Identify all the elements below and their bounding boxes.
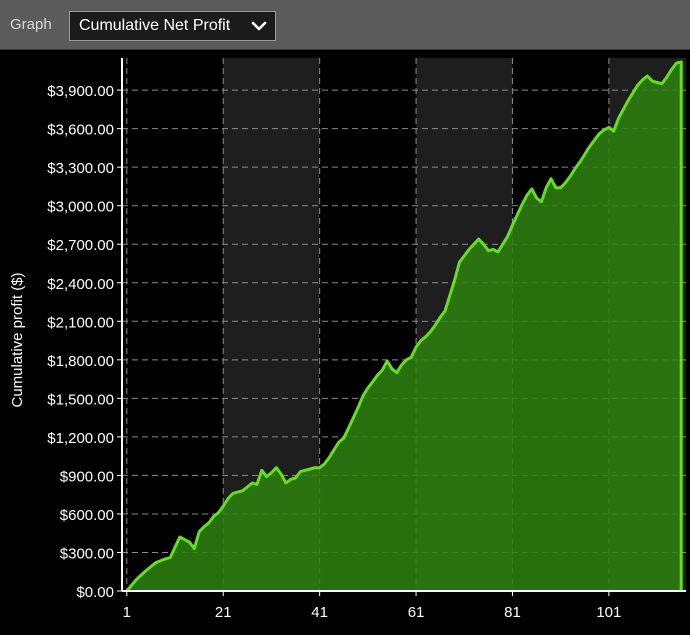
chart-area: 1 21 41 61 81 101 $0.00 $300.00 $600.00 $900.00 $… — [0, 50, 690, 630]
cumulative-profit-chart: 1 21 41 61 81 101 $0.00$300.00$600.00$900.00$… — [9, 58, 686, 621]
graph-type-selected-value: Cumulative Net Profit — [79, 17, 231, 34]
y-tick-label: $0.00 — [76, 584, 114, 601]
axes — [117, 58, 686, 596]
y-tick-label: $2,400.00 — [47, 276, 114, 293]
y-tick-label: $1,800.00 — [47, 353, 114, 370]
x-tick-label: 101 — [596, 604, 621, 621]
profit-area-fill — [126, 61, 682, 591]
chevron-down-icon — [251, 21, 267, 31]
profit-area — [125, 60, 683, 592]
y-tick-label: $1,200.00 — [47, 430, 114, 447]
y-tick-label: $900.00 — [60, 468, 114, 485]
y-tick-label: $3,600.00 — [47, 122, 114, 139]
y-tick-labels: $0.00 $300.00 $600.00 $900.00 $1,200.00 $1,50… — [47, 83, 114, 601]
y-tick-label: $1,500.00 — [47, 391, 114, 408]
graph-type-dropdown[interactable]: Cumulative Net Profit — [69, 11, 276, 41]
y-tick-label: $600.00 — [60, 507, 114, 524]
y-tick-label: $300.00 — [60, 545, 114, 562]
graph-label: Graph — [10, 16, 52, 33]
x-tick-labels: 1 21 41 61 81 101 — [123, 604, 622, 621]
profit-line — [125, 60, 683, 592]
y-tick-label: $3,000.00 — [47, 199, 114, 216]
toolbar: Graph Cumulative Net Profit — [0, 0, 690, 50]
x-tick-label: 61 — [408, 604, 425, 621]
x-tick-label: 81 — [504, 604, 521, 621]
y-tick-label: $3,300.00 — [47, 160, 114, 177]
y-tick-label: $3,900.00 — [47, 83, 114, 100]
x-tick-label: 41 — [311, 604, 328, 621]
x-tick-label: 1 — [123, 604, 131, 621]
x-tick-label: 21 — [215, 604, 232, 621]
y-tick-label: $2,100.00 — [47, 314, 114, 331]
y-tick-label: $2,700.00 — [47, 237, 114, 254]
y-axis-label: Cumulative profit ($) — [9, 272, 26, 407]
